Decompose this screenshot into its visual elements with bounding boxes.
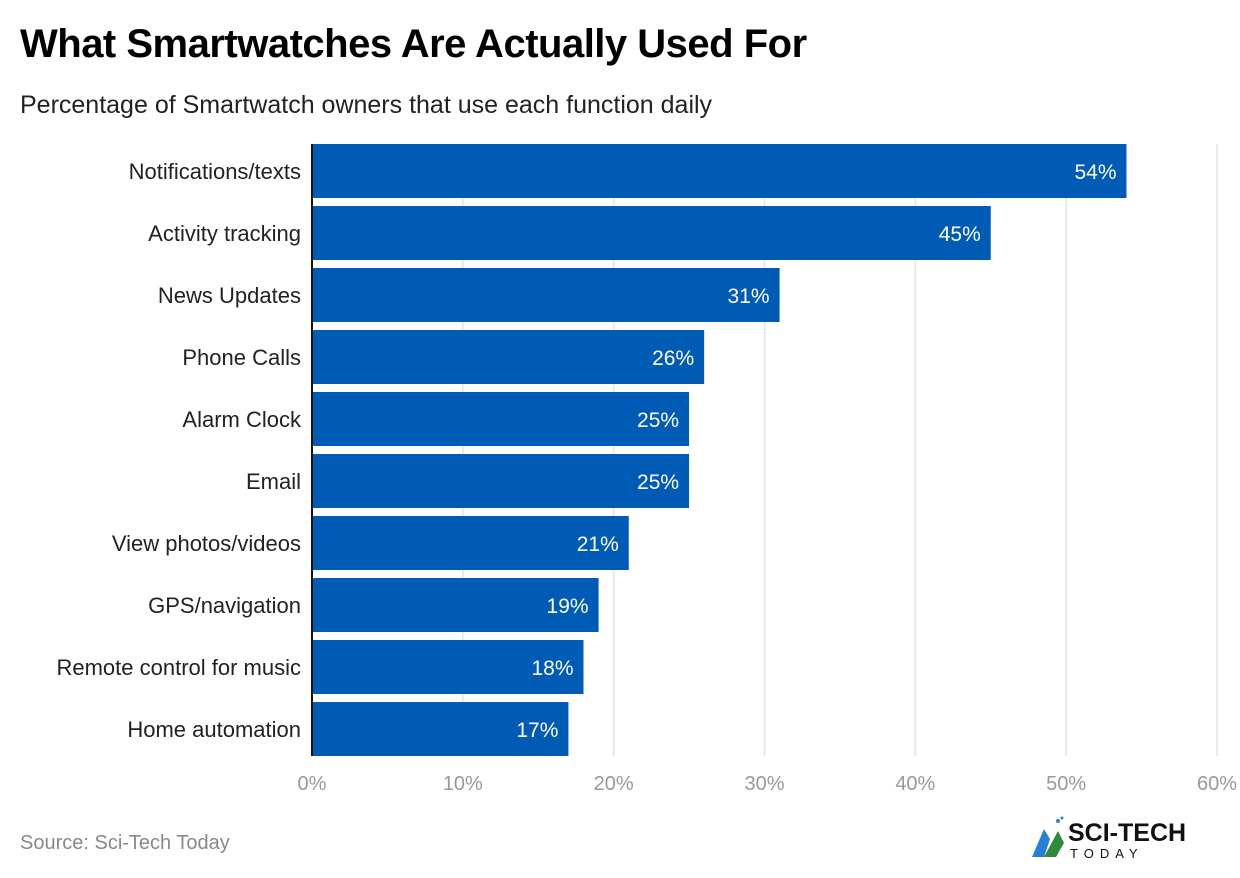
bar xyxy=(312,702,569,756)
bar xyxy=(312,516,629,570)
svg-text:TODAY: TODAY xyxy=(1070,846,1144,860)
data-label: 54% xyxy=(1074,161,1116,184)
data-label: 17% xyxy=(516,719,558,742)
category-label: GPS/navigation xyxy=(148,593,301,618)
category-label: Email xyxy=(246,469,301,494)
bar xyxy=(312,454,690,508)
data-label: 25% xyxy=(637,471,679,494)
bar xyxy=(312,330,705,384)
svg-text:SCI-TECH: SCI-TECH xyxy=(1068,819,1186,847)
chart-subtitle: Percentage of Smartwatch owners that use… xyxy=(20,91,713,119)
category-label: Notifications/texts xyxy=(129,159,301,184)
x-tick-label: 10% xyxy=(443,773,483,795)
data-label: 21% xyxy=(577,533,619,556)
data-label: 19% xyxy=(547,595,589,618)
data-label: 26% xyxy=(652,347,694,370)
bar xyxy=(312,640,584,694)
data-label: 25% xyxy=(637,409,679,432)
category-label: Activity tracking xyxy=(148,221,301,246)
bar xyxy=(312,392,690,446)
data-label: 45% xyxy=(939,223,981,246)
category-label: Alarm Clock xyxy=(182,407,302,432)
category-label: View photos/videos xyxy=(112,531,301,556)
x-tick-label: 50% xyxy=(1046,773,1086,795)
x-tick-label: 0% xyxy=(298,773,327,795)
bar xyxy=(312,144,1127,198)
x-tick-label: 30% xyxy=(744,773,784,795)
x-tick-label: 60% xyxy=(1197,773,1237,795)
category-label: News Updates xyxy=(158,283,301,308)
chart-title: What Smartwatches Are Actually Used For xyxy=(20,22,807,66)
sci-tech-today-logo: SCI-TECH TODAY xyxy=(1032,816,1186,860)
data-label: 18% xyxy=(531,657,573,680)
x-tick-label: 40% xyxy=(895,773,935,795)
category-label: Phone Calls xyxy=(182,345,301,370)
x-tick-label: 20% xyxy=(594,773,634,795)
source-note: Source: Sci-Tech Today xyxy=(20,832,230,854)
bar xyxy=(312,206,991,260)
bar xyxy=(312,578,599,632)
bar xyxy=(312,268,780,322)
category-label: Remote control for music xyxy=(56,655,301,680)
data-label: 31% xyxy=(728,285,770,308)
category-label: Home automation xyxy=(127,717,301,742)
